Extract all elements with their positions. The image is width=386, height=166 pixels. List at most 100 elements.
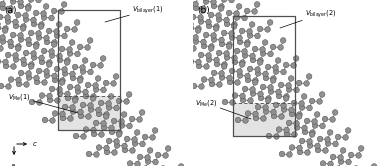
- Circle shape: [217, 82, 222, 87]
- Circle shape: [62, 104, 68, 110]
- Circle shape: [214, 61, 220, 67]
- Circle shape: [73, 96, 78, 101]
- Circle shape: [86, 114, 91, 119]
- Circle shape: [75, 85, 80, 90]
- Circle shape: [232, 93, 238, 98]
- Circle shape: [328, 161, 334, 166]
- Circle shape: [134, 130, 140, 135]
- Circle shape: [294, 125, 300, 130]
- Circle shape: [188, 21, 193, 27]
- Circle shape: [42, 80, 47, 85]
- Circle shape: [152, 29, 158, 35]
- Circle shape: [88, 107, 94, 112]
- Circle shape: [87, 38, 93, 43]
- Circle shape: [206, 53, 212, 58]
- Circle shape: [15, 12, 21, 18]
- Circle shape: [36, 35, 42, 40]
- Circle shape: [203, 0, 209, 4]
- Circle shape: [47, 93, 52, 99]
- Circle shape: [327, 130, 333, 135]
- Circle shape: [88, 103, 93, 108]
- Circle shape: [201, 39, 207, 45]
- Circle shape: [101, 87, 106, 93]
- Circle shape: [0, 39, 6, 44]
- Polygon shape: [58, 96, 120, 130]
- Circle shape: [260, 84, 266, 90]
- Circle shape: [60, 111, 65, 117]
- Circle shape: [46, 28, 52, 34]
- Circle shape: [39, 93, 45, 98]
- Circle shape: [288, 76, 294, 81]
- Circle shape: [281, 107, 287, 112]
- Circle shape: [252, 80, 258, 85]
- Circle shape: [172, 16, 178, 22]
- Circle shape: [245, 111, 251, 116]
- Circle shape: [57, 87, 63, 92]
- Circle shape: [314, 112, 320, 117]
- Circle shape: [13, 19, 18, 25]
- Circle shape: [240, 97, 246, 103]
- Circle shape: [312, 123, 318, 128]
- Circle shape: [240, 93, 245, 99]
- Circle shape: [122, 147, 128, 153]
- Circle shape: [265, 98, 271, 103]
- Circle shape: [289, 111, 295, 117]
- Circle shape: [106, 105, 112, 110]
- Circle shape: [93, 83, 98, 88]
- Circle shape: [0, 83, 4, 89]
- Circle shape: [39, 22, 44, 27]
- Circle shape: [335, 134, 341, 140]
- Circle shape: [235, 117, 241, 123]
- Circle shape: [91, 131, 97, 137]
- Circle shape: [65, 95, 71, 101]
- Circle shape: [114, 143, 120, 148]
- Circle shape: [82, 58, 88, 63]
- Circle shape: [302, 129, 308, 135]
- Circle shape: [226, 44, 232, 49]
- Circle shape: [85, 45, 90, 50]
- Circle shape: [56, 22, 62, 27]
- Circle shape: [333, 141, 338, 147]
- Circle shape: [98, 63, 103, 68]
- Text: $V_\mathrm{Me}(1)$: $V_\mathrm{Me}(1)$: [8, 92, 78, 113]
- Circle shape: [226, 10, 232, 16]
- Circle shape: [346, 159, 351, 165]
- Circle shape: [177, 30, 183, 35]
- Circle shape: [198, 19, 204, 24]
- Circle shape: [204, 64, 209, 69]
- Circle shape: [304, 81, 309, 86]
- Circle shape: [224, 51, 229, 56]
- Circle shape: [317, 99, 322, 104]
- Circle shape: [59, 80, 65, 85]
- Circle shape: [211, 3, 217, 9]
- Circle shape: [175, 7, 181, 13]
- Circle shape: [297, 112, 302, 117]
- Circle shape: [153, 159, 158, 165]
- Circle shape: [257, 26, 263, 32]
- Circle shape: [23, 50, 29, 56]
- Circle shape: [44, 35, 49, 41]
- Circle shape: [273, 65, 278, 70]
- Circle shape: [52, 111, 58, 116]
- Text: $V_\mathrm{Me}(2)$: $V_\mathrm{Me}(2)$: [195, 98, 251, 119]
- Circle shape: [106, 138, 112, 144]
- Circle shape: [275, 58, 281, 63]
- Circle shape: [297, 145, 302, 151]
- Circle shape: [49, 49, 54, 54]
- Circle shape: [338, 155, 344, 160]
- Circle shape: [330, 154, 336, 160]
- Circle shape: [111, 118, 117, 124]
- Circle shape: [65, 58, 70, 63]
- Circle shape: [61, 2, 67, 7]
- Circle shape: [21, 57, 26, 63]
- Circle shape: [8, 6, 13, 11]
- Circle shape: [121, 112, 127, 117]
- Circle shape: [358, 146, 364, 151]
- Circle shape: [227, 42, 232, 47]
- Circle shape: [132, 141, 138, 146]
- Circle shape: [83, 89, 88, 95]
- Circle shape: [206, 19, 211, 25]
- Circle shape: [206, 57, 212, 62]
- Circle shape: [283, 96, 289, 101]
- Circle shape: [276, 89, 281, 95]
